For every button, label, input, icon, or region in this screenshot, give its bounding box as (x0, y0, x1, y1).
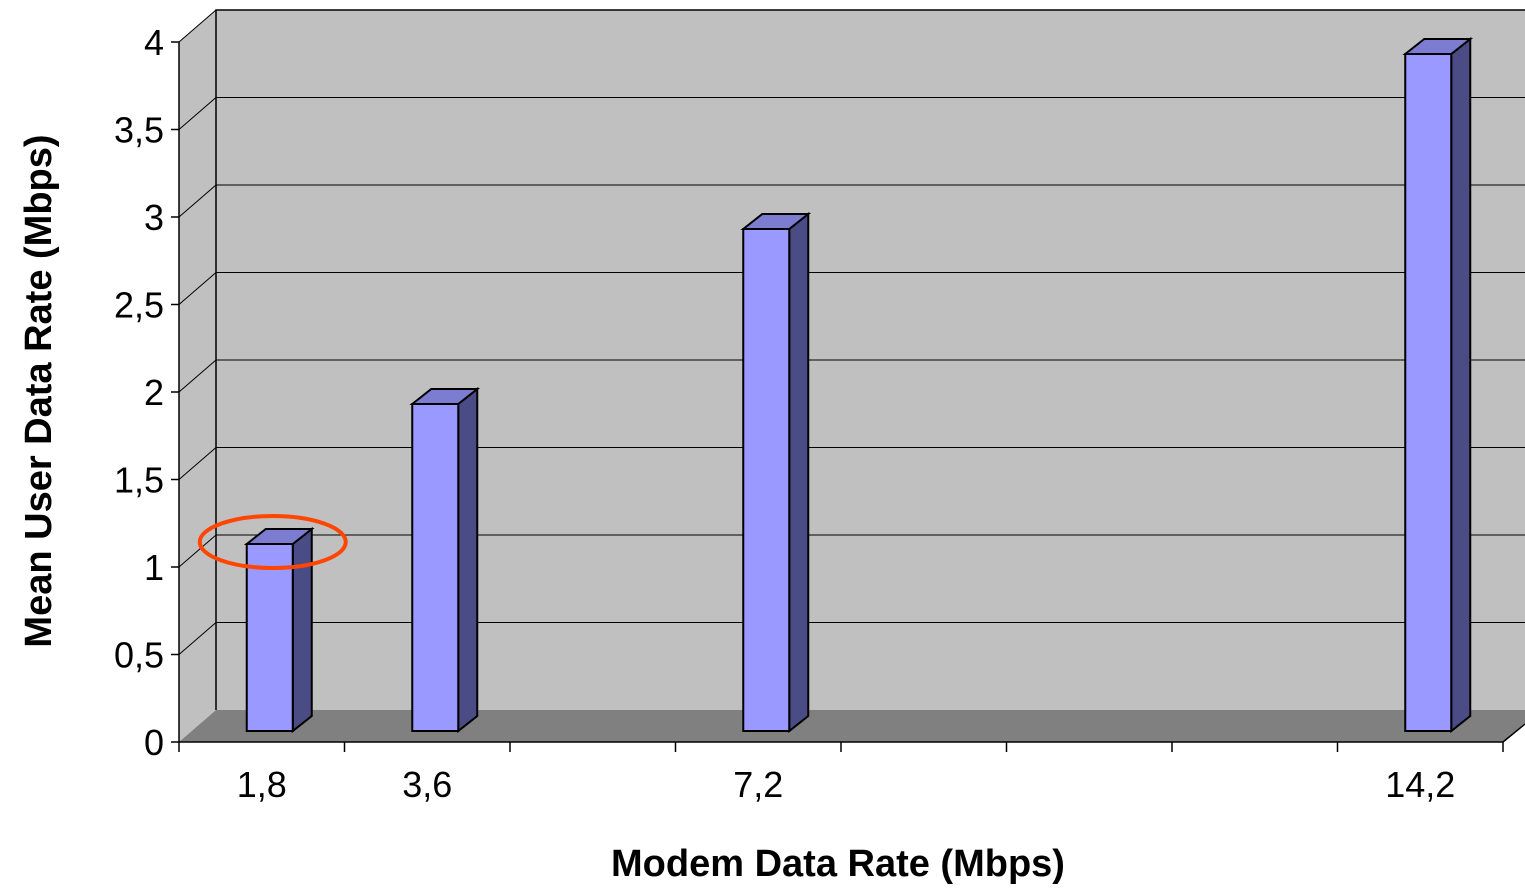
x-tick-label: 1,8 (237, 764, 287, 805)
bar-front-face (742, 228, 791, 732)
x-tick-label: 7,2 (733, 764, 783, 805)
bar-front-face (411, 403, 460, 732)
chart-floor-layer (179, 710, 1525, 742)
bar-front-face (245, 543, 294, 732)
bar (740, 211, 812, 734)
y-tick-label: 3,5 (114, 110, 164, 151)
bar-side-face (457, 386, 479, 734)
gridline-layer (178, 9, 1525, 710)
wall-border (215, 9, 1525, 710)
label-layer: 0 0,5 1 1,5 2 2,5 3 3,5 4 1,8 3,6 7,2 14,2 (114, 22, 1455, 805)
bar-side-face (1450, 36, 1472, 734)
bar-front-face (1404, 53, 1453, 732)
x-tick-label: 3,6 (402, 764, 452, 805)
x-axis-title: Modem Data Rate (Mbps) (611, 843, 1065, 885)
chart-wall-layer (179, 10, 1525, 742)
y-tick-label: 2 (144, 372, 164, 413)
floor-edge (1502, 723, 1525, 743)
y-tick-label: 3 (144, 197, 164, 238)
y-axis-title: Mean User Data Rate (Mbps) (18, 134, 60, 647)
bar-side-face (788, 211, 810, 734)
y-tick-label: 4 (144, 22, 164, 63)
highlight-ellipse (197, 514, 348, 570)
bar-layer (243, 36, 1474, 734)
floor (179, 710, 1525, 742)
y-tick-label: 2,5 (114, 285, 164, 326)
y-tick-label: 0,5 (114, 635, 164, 676)
y-tick-label: 0 (144, 722, 164, 763)
axis-layer (171, 41, 1525, 752)
x-tick-label: 14,2 (1385, 764, 1455, 805)
bar (243, 526, 315, 734)
bar (1402, 36, 1474, 734)
y-tick-label: 1,5 (114, 460, 164, 501)
y-tick-label: 1 (144, 547, 164, 588)
bar (409, 386, 481, 734)
bar-side-face (291, 526, 313, 734)
highlight-layer (197, 514, 348, 570)
